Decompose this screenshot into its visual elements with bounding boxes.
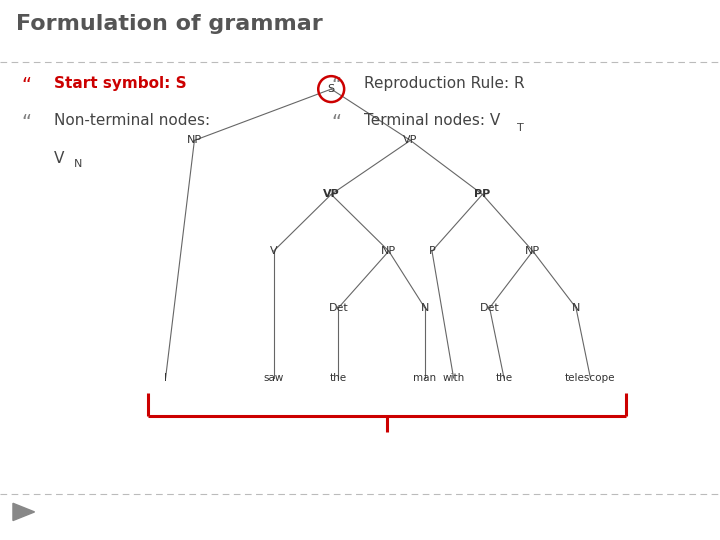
Text: saw: saw [264,373,284,383]
Text: V: V [54,151,64,166]
Text: Terminal nodes: V: Terminal nodes: V [364,113,500,129]
Text: VP: VP [403,136,418,145]
Text: Det: Det [328,303,348,313]
Text: N: N [572,303,580,313]
Text: “: “ [22,76,32,94]
Text: Start symbol: S: Start symbol: S [54,76,186,91]
Text: telescope: telescope [565,373,616,383]
Text: I: I [164,373,167,383]
Text: NP: NP [525,246,541,256]
Text: NP: NP [186,136,202,145]
Text: N: N [420,303,429,313]
Text: Formulation of grammar: Formulation of grammar [16,14,323,33]
Text: “: “ [331,113,341,132]
Text: P: P [428,246,436,256]
Text: “: “ [331,76,341,94]
Text: N: N [74,159,83,169]
Text: PP: PP [474,190,490,199]
Text: T: T [517,123,523,133]
Text: Reproduction Rule: R: Reproduction Rule: R [364,76,524,91]
Text: V: V [270,246,277,256]
Text: NP: NP [381,246,397,256]
Text: the: the [330,373,347,383]
Text: “: “ [22,113,32,132]
Text: VP: VP [323,190,340,199]
Text: the: the [495,373,513,383]
Text: Det: Det [480,303,500,313]
Polygon shape [13,503,35,521]
Text: Non-terminal nodes:: Non-terminal nodes: [54,113,210,129]
Text: with: with [443,373,464,383]
Text: S: S [328,84,335,94]
Text: man: man [413,373,436,383]
